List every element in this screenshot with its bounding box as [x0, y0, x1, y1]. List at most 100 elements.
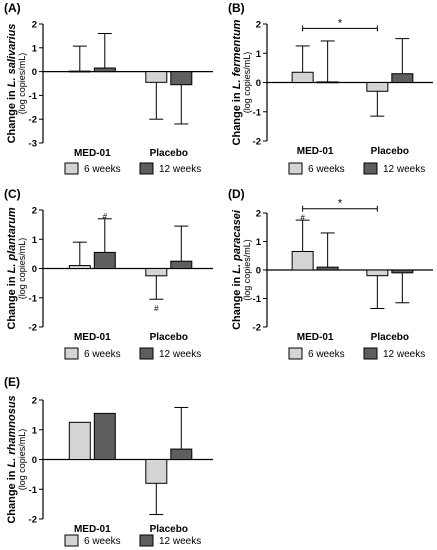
chart-panel-4: (D) Change in L. paracasei (log copies/mL)… — [228, 187, 433, 360]
bar-6-weeks — [145, 459, 168, 484]
legend-swatch — [64, 347, 79, 360]
y-axis-label: Change in L. paracasei — [231, 209, 243, 330]
y-tick-label: 2 — [32, 396, 37, 407]
x-category-label: Placebo — [150, 332, 188, 343]
significance-marker: * — [338, 17, 343, 29]
legend-swatch — [288, 162, 303, 175]
y-tick-label: 0 — [256, 78, 261, 89]
legend-label: 12 weeks — [159, 536, 201, 547]
legend-label: 12 weeks — [159, 349, 201, 360]
y-axis-label: Change in L. rhamnosus — [6, 395, 18, 523]
y-tick-label: 0 — [32, 67, 37, 78]
x-category-label: Placebo — [371, 332, 409, 343]
y-tick-label: -3 — [29, 139, 37, 150]
y-tick-label: 2 — [32, 206, 37, 217]
legend-label: 6 weeks — [84, 164, 121, 175]
legend-swatch — [64, 162, 79, 175]
y-tick-label: -2 — [253, 323, 261, 334]
y-tick-label: 0 — [32, 455, 37, 466]
x-category-label: MED-01 — [74, 332, 111, 343]
legend-swatch — [64, 534, 79, 547]
legend-label: 6 weeks — [84, 349, 121, 360]
y-axis-label: Change in L. fermentum — [231, 19, 243, 145]
y-axis-units: (log copies/mL) — [242, 52, 252, 114]
panel-label: (A) — [4, 1, 21, 15]
y-tick-label: -1 — [253, 107, 262, 118]
bar-12-weeks — [316, 81, 339, 84]
y-tick-label: 1 — [256, 237, 262, 248]
legend-label: 12 weeks — [159, 164, 201, 175]
y-axis-units: (log copies/mL) — [17, 238, 27, 300]
panel-label: (D) — [228, 187, 245, 201]
bar-6-weeks — [366, 82, 389, 92]
y-tick-label: 0 — [256, 266, 261, 277]
bar-12-weeks — [93, 67, 116, 73]
y-tick-label: 1 — [32, 425, 38, 436]
bar-6-weeks — [145, 268, 168, 277]
y-axis-units: (log copies/mL) — [17, 53, 27, 115]
x-category-label: Placebo — [150, 148, 188, 159]
bar-6-weeks — [291, 250, 314, 271]
bar-6-weeks — [291, 71, 314, 83]
y-tick-label: 1 — [32, 235, 38, 246]
x-category-label: Placebo — [371, 146, 409, 157]
y-tick-label: -2 — [29, 323, 37, 334]
y-tick-label: -2 — [29, 115, 37, 126]
bar-6-weeks — [366, 269, 389, 277]
bar-12-weeks — [316, 266, 339, 271]
significance-marker: # — [300, 213, 305, 222]
bar-12-weeks — [170, 448, 193, 460]
chart-panel-2: (B) Change in L. fermentum (log copies/mL)… — [228, 1, 433, 175]
legend-label: 6 weeks — [308, 164, 345, 175]
y-tick-label: 1 — [32, 43, 38, 54]
y-axis-label: Change in L. salivarius — [6, 24, 18, 144]
y-axis-label: Change in L. plantarum — [6, 207, 18, 329]
y-tick-label: -2 — [253, 137, 261, 148]
legend-swatch — [139, 162, 154, 175]
bar-12-weeks — [170, 260, 193, 269]
x-category-label: MED-01 — [74, 148, 111, 159]
legend-label: 12 weeks — [383, 164, 425, 175]
panel-label: (C) — [4, 187, 21, 201]
x-category-label: MED-01 — [297, 146, 334, 157]
legend-swatch — [363, 347, 378, 360]
legend-swatch — [288, 347, 303, 360]
legend-label: 6 weeks — [308, 349, 345, 360]
y-axis-units: (log copies/mL) — [242, 239, 252, 301]
y-tick-label: 2 — [32, 20, 37, 31]
bar-12-weeks — [93, 412, 116, 461]
bar-12-weeks — [391, 73, 414, 83]
x-category-label: Placebo — [150, 524, 188, 535]
legend-swatch — [139, 347, 154, 360]
bar-12-weeks — [93, 251, 116, 270]
chart-panel-3: (C) Change in L. plantarum (log copies/mL)… — [4, 187, 213, 360]
chart-panel-5: (E) Change in L. rhamnosus (log copies/mL)… — [4, 375, 213, 547]
y-tick-label: -2 — [29, 515, 37, 526]
panel-label: (B) — [228, 1, 245, 15]
legend-label: 6 weeks — [84, 536, 121, 547]
y-tick-label: -1 — [29, 485, 38, 496]
y-tick-label: -1 — [29, 91, 38, 102]
bar-6-weeks — [68, 421, 91, 460]
legend-swatch — [363, 162, 378, 175]
y-tick-label: 1 — [256, 49, 262, 60]
y-tick-label: 2 — [256, 209, 261, 220]
bar-12-weeks — [391, 269, 414, 274]
panel-label: (E) — [4, 375, 20, 389]
chart-panel-1: (A) Change in L. salivarius (log copies/mL… — [4, 1, 213, 175]
y-tick-label: -1 — [29, 293, 38, 304]
bar-6-weeks — [68, 265, 91, 270]
bar-6-weeks — [68, 70, 91, 73]
y-tick-label: -1 — [253, 294, 262, 305]
significance-marker: # — [154, 304, 159, 313]
bar-12-weeks — [170, 71, 193, 86]
bar-6-weeks — [145, 71, 168, 83]
x-category-label: MED-01 — [74, 524, 111, 535]
x-category-label: MED-01 — [297, 332, 334, 343]
legend-swatch — [139, 534, 154, 547]
significance-marker: * — [338, 198, 343, 210]
y-tick-label: 0 — [32, 264, 37, 275]
y-axis-units: (log copies/mL) — [17, 429, 27, 491]
y-tick-label: 2 — [256, 20, 261, 31]
